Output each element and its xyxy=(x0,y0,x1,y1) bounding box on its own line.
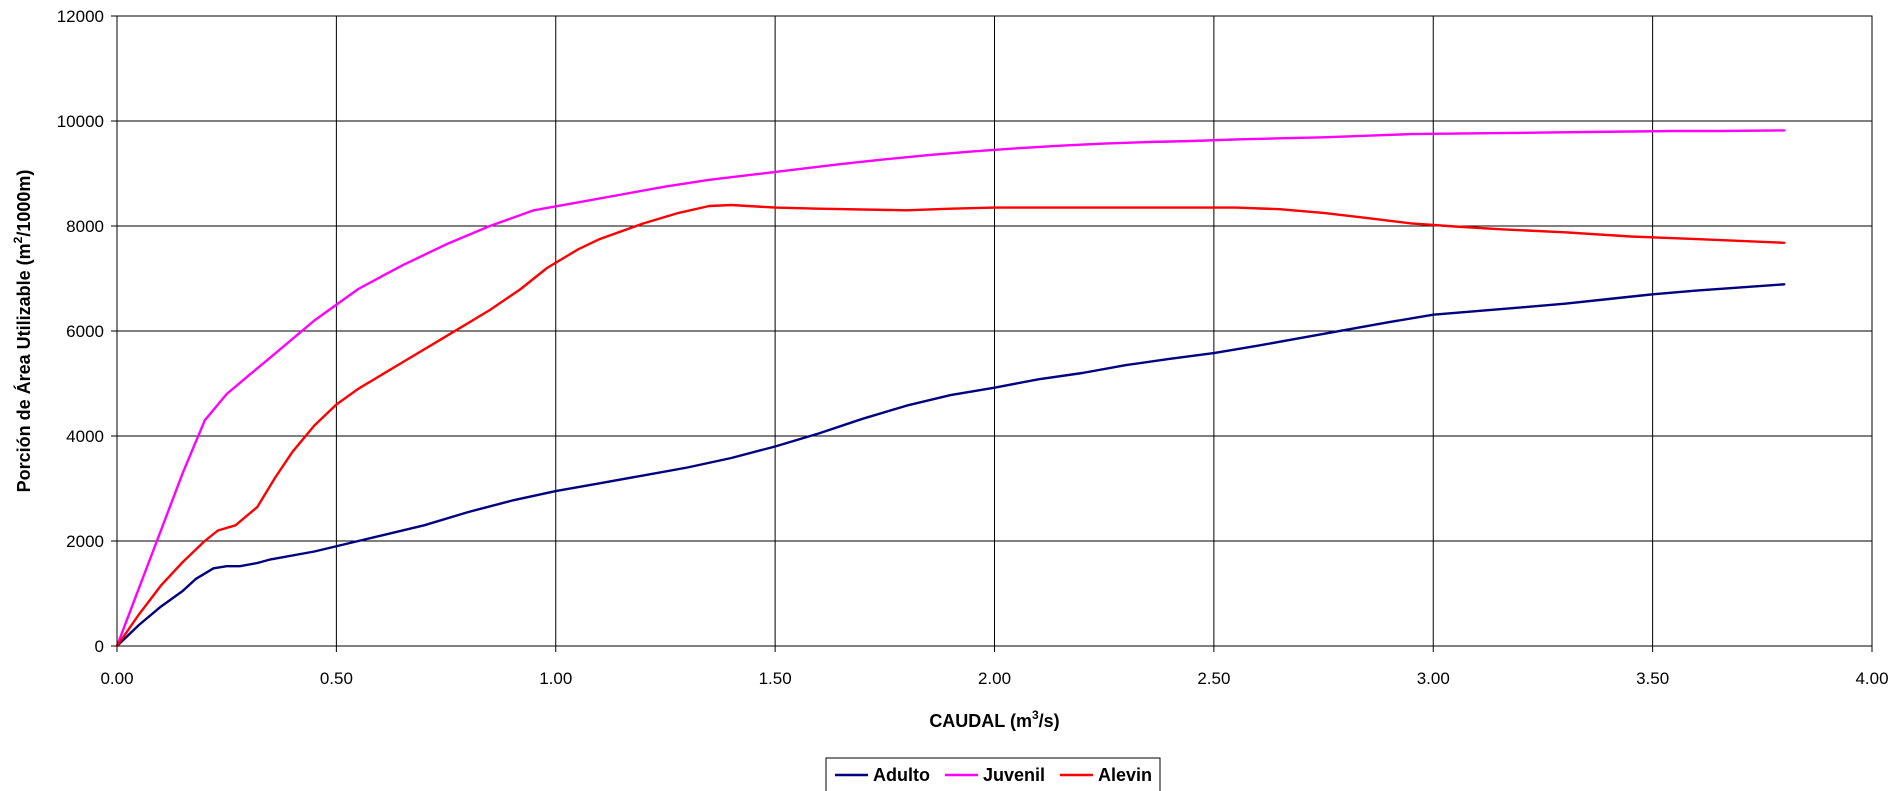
x-axis-ticks: 0.00 0.50 1.00 1.50 2.00 2.50 3.00 3.50 4.00 xyxy=(100,646,1889,688)
x-tick-label: 4.00 xyxy=(1855,669,1888,688)
x-tick-label: 1.50 xyxy=(759,669,792,688)
y-tick-label: 10000 xyxy=(57,112,104,131)
x-tick-label: 2.50 xyxy=(1197,669,1230,688)
x-tick-label: 3.00 xyxy=(1417,669,1450,688)
y-tick-label: 0 xyxy=(95,637,104,656)
plot-frame xyxy=(116,15,1873,647)
x-tick-label: 2.00 xyxy=(978,669,1011,688)
y-tick-label: 8000 xyxy=(66,217,104,236)
x-tick-label: 0.00 xyxy=(100,669,133,688)
x-tick-label: 0.50 xyxy=(320,669,353,688)
y-tick-label: 12000 xyxy=(57,7,104,26)
y-axis-ticks: 0 2000 4000 6000 8000 10000 12000 xyxy=(57,7,117,656)
y-tick-label: 6000 xyxy=(66,322,104,341)
series-line-alevin xyxy=(115,203,1786,648)
x-tick-label: 1.00 xyxy=(539,669,572,688)
x-axis-title: CAUDAL (m3/s) xyxy=(929,708,1059,731)
series-line-adulto xyxy=(115,283,1786,648)
series-lines xyxy=(115,129,1786,648)
y-tick-label: 4000 xyxy=(66,427,104,446)
legend-label-juvenil: Juvenil xyxy=(983,765,1045,785)
legend: Adulto Juvenil Alevin xyxy=(825,757,1161,791)
legend-label-adulto: Adulto xyxy=(873,765,930,785)
legend-label-alevin: Alevin xyxy=(1098,765,1152,785)
series-line-juvenil xyxy=(115,129,1786,648)
x-tick-label: 3.50 xyxy=(1636,669,1669,688)
y-tick-label: 2000 xyxy=(66,532,104,551)
y-axis-title: Porción de Área Utilizable (m2/1000m) xyxy=(11,170,34,493)
legend-box xyxy=(825,757,1161,791)
